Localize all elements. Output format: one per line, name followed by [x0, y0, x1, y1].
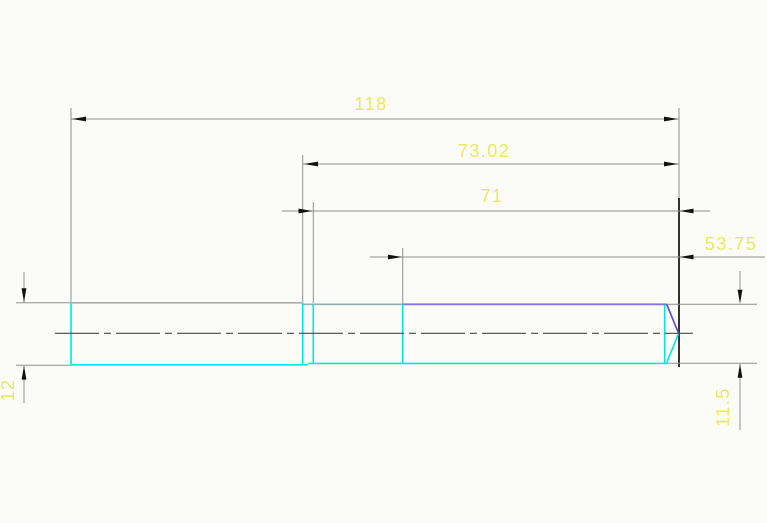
dim-5375-value[interactable]: 53.75 [705, 234, 758, 254]
shaft-chamfer-top[interactable] [665, 303, 680, 334]
dim-115-arrow-top [737, 289, 743, 304]
dim-115-arrow-bottom [737, 363, 743, 378]
dim-7302-arrow-right [664, 161, 678, 167]
dim-12-arrow-bottom [21, 365, 27, 380]
dim-12-arrow-top [21, 288, 27, 303]
shaft-outline[interactable] [55, 302, 693, 366]
dimension-overall-length[interactable]: 118 [70, 94, 679, 302]
dim-71-arrow-left [298, 208, 313, 214]
dim-5375-arrow-right [679, 254, 694, 260]
dimension-end-section[interactable]: 53.75 [370, 234, 765, 304]
shaft-chamfer-bottom[interactable] [665, 333, 680, 364]
dimension-right-diameter[interactable]: 11.5 [666, 271, 757, 430]
dim-7302-value[interactable]: 73.02 [458, 141, 511, 161]
dim-71-value[interactable]: 71 [480, 186, 503, 206]
dim-118-arrow-right [664, 116, 678, 122]
dimension-section-to-groove[interactable]: 73.02 [302, 141, 679, 302]
dim-5375-arrow-left [388, 254, 402, 260]
dim-118-arrow-left [72, 116, 86, 122]
dim-7302-arrow-left [304, 161, 318, 167]
dim-118-value[interactable]: 118 [354, 94, 387, 114]
dimension-section-length[interactable]: 71 [282, 186, 710, 303]
dim-115-value[interactable]: 11.5 [713, 387, 733, 427]
dim-71-arrow-right [679, 208, 694, 214]
dimension-left-diameter[interactable]: 12 [0, 272, 71, 403]
dim-12-value[interactable]: 12 [0, 378, 18, 401]
